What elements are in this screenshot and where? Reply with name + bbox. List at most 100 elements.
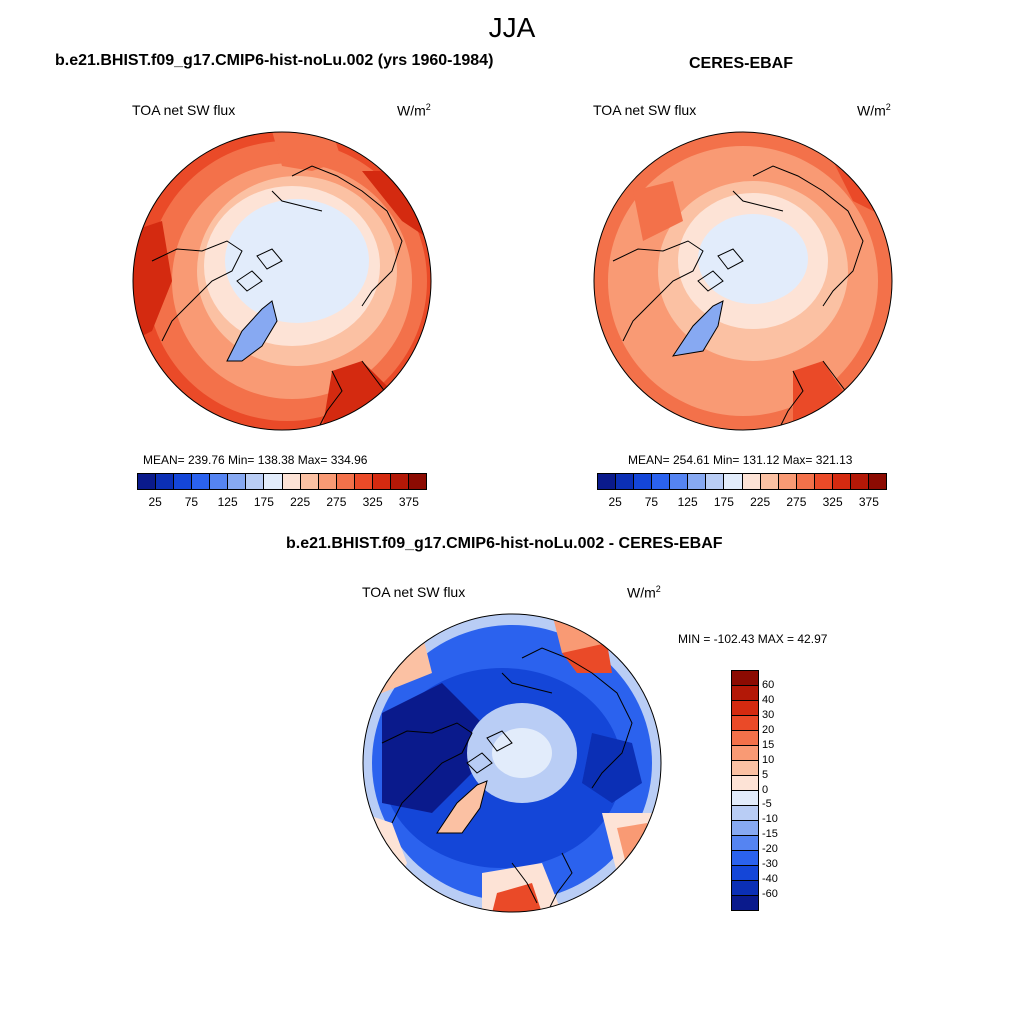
colorbar-tick-label: 60 xyxy=(762,678,775,691)
colorbar-swatch xyxy=(652,474,671,489)
colorbar-swatch xyxy=(732,791,758,806)
colorbar-swatch xyxy=(210,474,229,489)
colorbar-swatch xyxy=(732,821,758,836)
colorbar-swatch xyxy=(732,851,758,866)
colorbar-swatch xyxy=(732,836,758,851)
diff-variable-label: TOA net SW flux xyxy=(362,584,466,600)
diff-unit-label: W/m2 xyxy=(627,584,661,601)
colorbar-swatch xyxy=(138,474,157,489)
season-title: JJA xyxy=(488,12,536,43)
colorbar-swatch xyxy=(850,474,869,489)
colorbar-tick-label: -5 xyxy=(762,798,772,811)
colorbar-tick-label: 125 xyxy=(677,495,698,509)
colorbar-tick-label: -20 xyxy=(762,843,778,856)
colorbar-swatch xyxy=(724,474,743,489)
colorbar-swatch xyxy=(814,474,833,489)
colorbar-swatch xyxy=(318,474,337,489)
colorbar-tick-label: 225 xyxy=(290,495,311,509)
colorbar-swatch xyxy=(742,474,761,489)
colorbar-tick-label: 325 xyxy=(362,495,383,509)
colorbar-swatch xyxy=(778,474,797,489)
colorbar-swatch xyxy=(732,746,758,761)
colorbar-swatch xyxy=(732,761,758,776)
colorbar-tick-label: 125 xyxy=(217,495,238,509)
colorbar-swatch xyxy=(670,474,689,489)
colorbar-swatch xyxy=(300,474,319,489)
colorbar-swatch xyxy=(832,474,851,489)
model-colorbar-labels: 25 75 125 175 225 275 325 375 xyxy=(137,495,427,509)
colorbar-tick-label: -30 xyxy=(762,858,778,871)
colorbar-swatch xyxy=(732,731,758,746)
colorbar-tick-label: -10 xyxy=(762,813,778,826)
colorbar-tick-label: 325 xyxy=(822,495,843,509)
colorbar-swatch xyxy=(868,474,886,489)
colorbar-tick-label: 375 xyxy=(858,495,879,509)
colorbar-tick-label: 275 xyxy=(326,495,347,509)
colorbar-swatch xyxy=(732,716,758,731)
obs-colorbar-labels: 25 75 125 175 225 275 325 375 xyxy=(597,495,887,509)
colorbar-tick-label: 175 xyxy=(713,495,734,509)
colorbar-swatch xyxy=(732,776,758,791)
colorbar-swatch xyxy=(732,896,758,910)
colorbar-tick-label: -60 xyxy=(762,888,778,901)
colorbar-swatch xyxy=(336,474,355,489)
colorbar-tick-label: 40 xyxy=(762,693,775,706)
colorbar-swatch xyxy=(598,474,617,489)
diff-stats: MIN = -102.43 MAX = 42.97 xyxy=(678,632,828,646)
diff-colorbar xyxy=(731,670,759,911)
model-panel-title: b.e21.BHIST.f09_g17.CMIP6-hist-noLu.002 … xyxy=(55,52,494,69)
colorbar-swatch xyxy=(408,474,426,489)
colorbar-swatch xyxy=(354,474,373,489)
colorbar-swatch xyxy=(732,686,758,701)
model-colorbar xyxy=(137,473,427,490)
colorbar-swatch xyxy=(156,474,175,489)
model-stats: MEAN= 239.76 Min= 138.38 Max= 334.96 xyxy=(143,453,368,467)
colorbar-tick-label: 275 xyxy=(786,495,807,509)
colorbar-swatch xyxy=(760,474,779,489)
colorbar-tick-label: 375 xyxy=(398,495,419,509)
model-variable-label: TOA net SW flux xyxy=(132,102,236,118)
colorbar-swatch xyxy=(372,474,391,489)
colorbar-swatch xyxy=(174,474,193,489)
colorbar-swatch xyxy=(228,474,247,489)
diff-polar-map xyxy=(362,613,662,913)
colorbar-tick-label: 30 xyxy=(762,708,775,721)
model-polar-map xyxy=(132,131,432,431)
colorbar-tick-label: 5 xyxy=(762,768,769,781)
colorbar-swatch xyxy=(246,474,265,489)
obs-panel-title: CERES-EBAF xyxy=(689,55,794,72)
colorbar-swatch xyxy=(732,806,758,821)
obs-unit-label: W/m2 xyxy=(857,102,891,119)
colorbar-tick-label: 175 xyxy=(253,495,274,509)
colorbar-tick-label: 75 xyxy=(184,495,199,509)
colorbar-tick-label: 15 xyxy=(762,738,775,751)
colorbar-swatch xyxy=(390,474,409,489)
colorbar-tick-label: 25 xyxy=(148,495,162,509)
colorbar-swatch xyxy=(732,701,758,716)
obs-colorbar xyxy=(597,473,887,490)
colorbar-tick-label: 10 xyxy=(762,753,775,766)
colorbar-tick-label: 225 xyxy=(750,495,771,509)
colorbar-swatch xyxy=(688,474,707,489)
obs-variable-label: TOA net SW flux xyxy=(593,102,697,118)
obs-stats: MEAN= 254.61 Min= 131.12 Max= 321.13 xyxy=(628,453,853,467)
colorbar-tick-label: -40 xyxy=(762,873,778,886)
colorbar-swatch xyxy=(706,474,725,489)
colorbar-swatch xyxy=(796,474,815,489)
colorbar-swatch xyxy=(732,881,758,896)
colorbar-swatch xyxy=(264,474,283,489)
colorbar-swatch xyxy=(732,671,758,686)
colorbar-swatch xyxy=(616,474,635,489)
colorbar-tick-label: -15 xyxy=(762,828,778,841)
diff-colorbar-labels: 60 40 30 20 15 10 5 0 -5 -10 -15 -20 -30 -40 -60 xyxy=(762,670,802,910)
colorbar-swatch xyxy=(634,474,653,489)
colorbar-swatch xyxy=(282,474,301,489)
colorbar-tick-label: 0 xyxy=(762,783,769,796)
model-unit-label: W/m2 xyxy=(397,102,431,119)
obs-polar-map xyxy=(593,131,893,431)
colorbar-tick-label: 20 xyxy=(762,723,775,736)
diff-panel-title: b.e21.BHIST.f09_g17.CMIP6-hist-noLu.002 … xyxy=(286,535,723,552)
colorbar-swatch xyxy=(732,866,758,881)
colorbar-tick-label: 25 xyxy=(608,495,622,509)
colorbar-tick-label: 75 xyxy=(644,495,659,509)
